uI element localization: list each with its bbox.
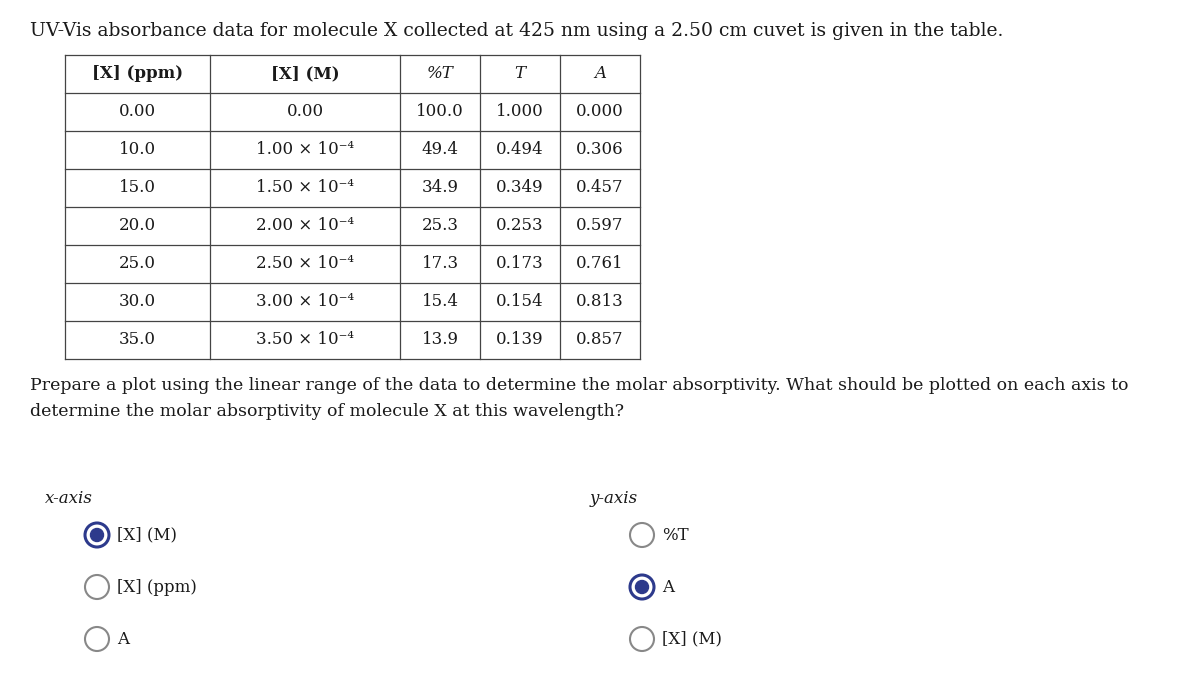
Text: A: A [118,630,130,647]
Text: 30.0: 30.0 [119,294,156,310]
Text: T: T [515,65,526,83]
Text: 0.597: 0.597 [576,217,624,235]
Text: 49.4: 49.4 [421,142,458,158]
Circle shape [90,528,103,541]
Text: 100.0: 100.0 [416,103,464,120]
Text: 15.4: 15.4 [421,294,458,310]
Text: A: A [662,579,674,596]
Text: 10.0: 10.0 [119,142,156,158]
Text: 2.00 × 10⁻⁴: 2.00 × 10⁻⁴ [256,217,354,235]
Text: 0.173: 0.173 [496,255,544,272]
Text: 0.457: 0.457 [576,180,624,197]
Text: [X] (ppm): [X] (ppm) [92,65,184,83]
Text: 20.0: 20.0 [119,217,156,235]
Text: [X] (ppm): [X] (ppm) [118,579,197,596]
Text: 0.00: 0.00 [119,103,156,120]
Text: 3.50 × 10⁻⁴: 3.50 × 10⁻⁴ [256,332,354,349]
Text: 0.253: 0.253 [496,217,544,235]
Text: Prepare a plot using the linear range of the data to determine the molar absorpt: Prepare a plot using the linear range of… [30,377,1128,394]
Text: 0.139: 0.139 [496,332,544,349]
Circle shape [636,581,648,594]
Text: 15.0: 15.0 [119,180,156,197]
Text: 3.00 × 10⁻⁴: 3.00 × 10⁻⁴ [256,294,354,310]
Text: %T: %T [662,526,689,544]
Text: 0.00: 0.00 [287,103,324,120]
Text: 0.813: 0.813 [576,294,624,310]
Text: 0.000: 0.000 [576,103,624,120]
Text: 34.9: 34.9 [421,180,458,197]
Text: 1.000: 1.000 [496,103,544,120]
Text: 17.3: 17.3 [421,255,458,272]
Text: 35.0: 35.0 [119,332,156,349]
Text: [X] (M): [X] (M) [271,65,340,83]
Text: 13.9: 13.9 [421,332,458,349]
Text: A: A [594,65,606,83]
Text: 25.3: 25.3 [421,217,458,235]
Text: [X] (M): [X] (M) [118,526,178,544]
Text: 25.0: 25.0 [119,255,156,272]
Text: 0.761: 0.761 [576,255,624,272]
Text: x-axis: x-axis [46,490,92,507]
Text: 0.494: 0.494 [496,142,544,158]
Text: 2.50 × 10⁻⁴: 2.50 × 10⁻⁴ [256,255,354,272]
Text: 1.00 × 10⁻⁴: 1.00 × 10⁻⁴ [256,142,354,158]
Text: %T: %T [426,65,454,83]
Text: 0.857: 0.857 [576,332,624,349]
Text: [X] (M): [X] (M) [662,630,722,647]
Text: 1.50 × 10⁻⁴: 1.50 × 10⁻⁴ [256,180,354,197]
Text: y-axis: y-axis [590,490,638,507]
Text: 0.154: 0.154 [496,294,544,310]
Text: determine the molar absorptivity of molecule X at this wavelength?: determine the molar absorptivity of mole… [30,403,624,420]
Text: UV-Vis absorbance data for molecule X collected at 425 nm using a 2.50 cm cuvet : UV-Vis absorbance data for molecule X co… [30,22,1003,40]
Text: 0.349: 0.349 [496,180,544,197]
Text: 0.306: 0.306 [576,142,624,158]
